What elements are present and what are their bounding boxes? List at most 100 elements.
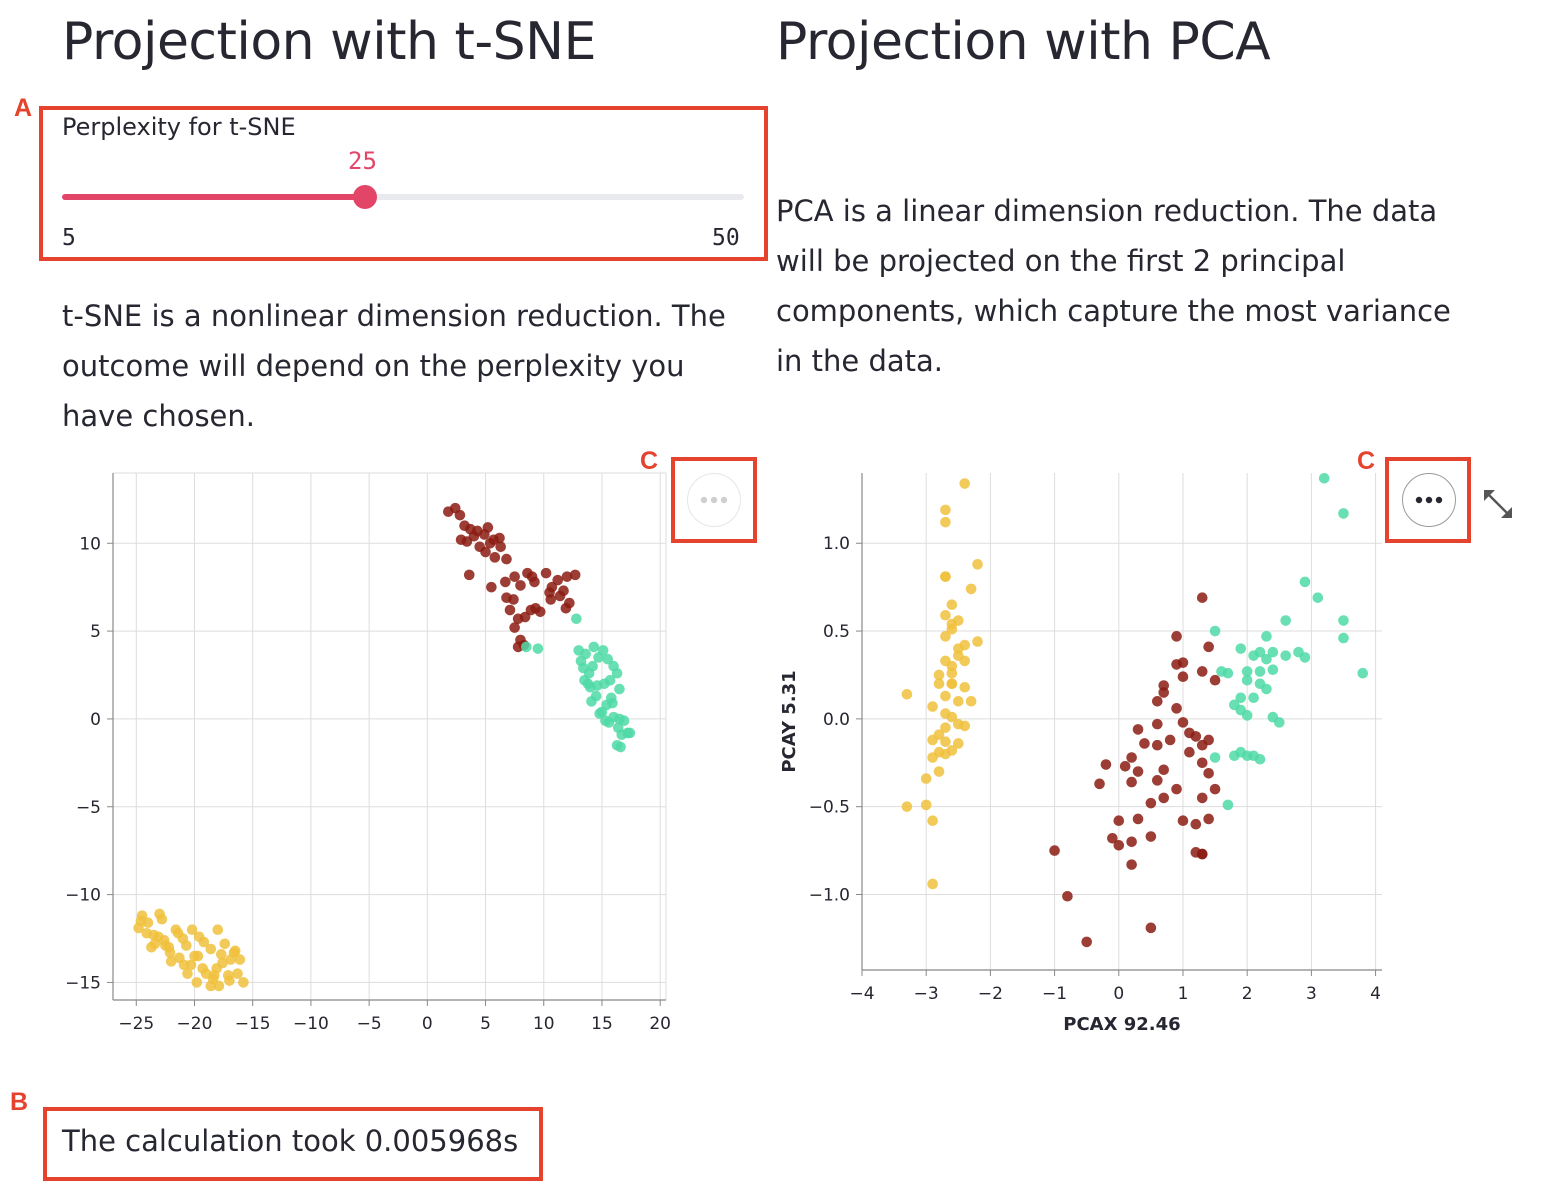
x-tick-label: −1 (1042, 984, 1067, 1004)
x-axis-title: PCAX 92.46 (1063, 1014, 1180, 1035)
scatter-point (1177, 717, 1189, 728)
scatter-point (141, 927, 153, 939)
scatter-point (1273, 717, 1285, 728)
scatter-point (1280, 615, 1292, 626)
scatter-point (1126, 752, 1137, 763)
annotation-box-c-right (1385, 457, 1471, 543)
scatter-point (509, 622, 520, 633)
scatter-point (1113, 840, 1125, 851)
y-tick-label: −5 (76, 798, 101, 818)
pca-scatter-chart: −4 −3 −2 −1 0 1 2 3 4 1.0 0.5 0.0 −0.5 −1.0 PCAX 92.46… (779, 472, 1382, 1035)
scatter-point (920, 773, 932, 784)
scatter-point (604, 674, 616, 686)
perplexity-slider-thumb[interactable] (353, 185, 378, 209)
scatter-point (927, 815, 938, 827)
scatter-point (607, 697, 618, 709)
scatter-point (1241, 674, 1253, 686)
y-tick-label: −1.0 (809, 885, 850, 905)
scatter-point (526, 571, 538, 582)
scatter-point (624, 727, 636, 739)
x-tick-label: 4 (1370, 984, 1381, 1004)
scatter-point (615, 741, 626, 753)
scatter-point (1338, 615, 1349, 626)
scatter-point (135, 915, 147, 927)
scatter-point (544, 587, 555, 598)
scatter-point (1152, 775, 1163, 786)
scatter-point (1299, 652, 1311, 663)
y-tick-label: 0 (90, 710, 101, 730)
scatter-point (614, 683, 625, 695)
scatter-point (1261, 631, 1272, 642)
scatter-point (1203, 734, 1214, 746)
scatter-point (191, 977, 203, 988)
more-horizontal-icon (700, 496, 728, 504)
scatter-point (959, 478, 971, 489)
annotation-marker-a: A (14, 94, 33, 122)
scatter-point (186, 924, 198, 936)
scatter-point (189, 950, 200, 962)
scatter-point (940, 631, 951, 642)
pca-chart-menu-button[interactable] (1402, 473, 1456, 527)
scatter-point (512, 613, 524, 625)
scatter-point (972, 636, 983, 647)
scatter-point (178, 959, 190, 971)
perplexity-slider[interactable]: 25 (62, 140, 744, 210)
scatter-point (1267, 664, 1279, 675)
pca-description: PCA is a linear dimension reduction. The… (776, 194, 1451, 378)
perplexity-slider-track[interactable] (62, 194, 744, 200)
scatter-point (207, 973, 219, 985)
x-tick-label: −15 (235, 1014, 271, 1034)
scatter-point (952, 650, 964, 661)
scatter-point (1184, 746, 1195, 758)
scatter-point (1126, 836, 1137, 848)
scatter-point (1254, 753, 1266, 765)
scatter-point (232, 968, 243, 979)
x-tick-label: −4 (849, 984, 874, 1004)
tsne-description: t-SNE is a nonlinear dimension reduction… (62, 299, 726, 433)
scatter-point (1357, 667, 1369, 679)
scatter-point (1222, 799, 1234, 811)
y-tick-label: 5 (90, 622, 101, 642)
scatter-point (1190, 731, 1202, 742)
scatter-point (165, 956, 177, 967)
scatter-point (532, 643, 544, 654)
scatter-point (1158, 764, 1170, 776)
scatter-point (1152, 718, 1163, 730)
annotation-marker-c-right: C (1357, 447, 1376, 475)
x-tick-label: −5 (357, 1014, 382, 1034)
y-tick-label: −0.5 (809, 798, 850, 818)
scatter-point (1132, 724, 1144, 735)
scatter-point (495, 541, 506, 553)
scatter-point (1126, 776, 1137, 788)
tsne-chart-menu-button[interactable] (687, 473, 741, 527)
x-tick-label: −10 (293, 1014, 329, 1034)
scatter-point (215, 949, 227, 960)
scatter-point (1177, 671, 1189, 683)
scatter-point (933, 678, 945, 690)
scatter-point (940, 571, 951, 582)
x-tick-label: 5 (480, 1014, 491, 1034)
scatter-point (540, 567, 552, 579)
scatter-point (965, 696, 977, 707)
scatter-point (515, 580, 526, 591)
x-tick-label: 0 (422, 1014, 433, 1034)
scatter-point (1338, 508, 1349, 519)
annotation-marker-b: B (10, 1088, 29, 1116)
scatter-point (1113, 815, 1125, 827)
scatter-point (1171, 631, 1182, 642)
calculation-time: The calculation took 0.005968s (62, 1124, 519, 1158)
scatter-point (933, 766, 945, 777)
fullscreen-button[interactable] (1482, 488, 1514, 520)
x-tick-label: 20 (649, 1014, 671, 1034)
scatter-point (1107, 832, 1118, 844)
scatter-point (1299, 576, 1311, 588)
scatter-point (1171, 703, 1182, 714)
scatter-point (1241, 710, 1253, 721)
scatter-point (946, 599, 958, 611)
scatter-point (569, 569, 581, 581)
perplexity-slider-max: 50 (712, 225, 740, 251)
scatter-point (1209, 783, 1221, 795)
scatter-point (486, 581, 497, 593)
scatter-point (965, 583, 977, 595)
scatter-point (1158, 687, 1170, 698)
